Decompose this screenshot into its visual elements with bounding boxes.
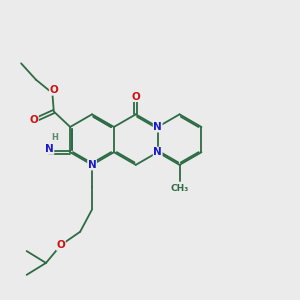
Text: H: H (51, 133, 58, 142)
Text: O: O (29, 115, 38, 125)
Text: O: O (50, 85, 58, 95)
Text: O: O (131, 92, 140, 101)
Text: CH₃: CH₃ (170, 184, 189, 193)
Text: O: O (56, 240, 65, 250)
Text: N: N (153, 147, 162, 157)
Text: N: N (88, 160, 96, 170)
Text: N: N (153, 122, 162, 132)
Text: N: N (45, 144, 54, 154)
